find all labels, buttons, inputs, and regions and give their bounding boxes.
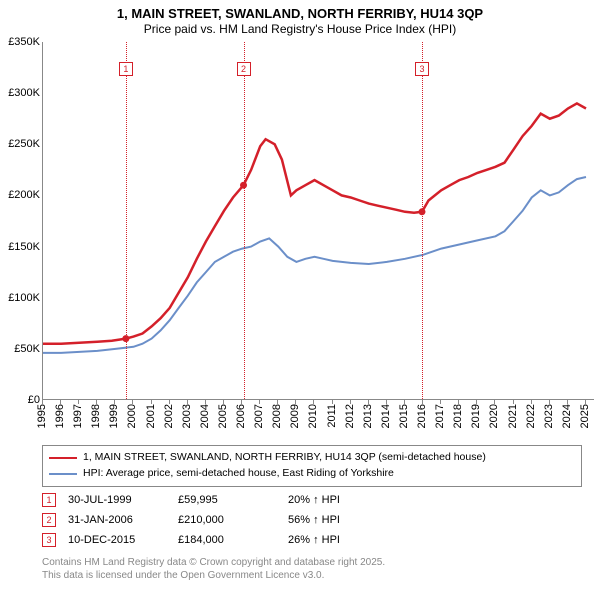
legend-row: HPI: Average price, semi-detached house,…: [49, 466, 575, 482]
transaction-vline: [126, 42, 127, 399]
transaction-vline: [422, 42, 423, 399]
x-tick-label: 2002: [163, 404, 175, 428]
transaction-marker: 1: [119, 62, 133, 76]
x-tick-label: 2012: [344, 404, 356, 428]
transaction-row: 3 10-DEC-2015£184,00026% ↑ HPI: [42, 530, 340, 550]
legend: 1, MAIN STREET, SWANLAND, NORTH FERRIBY,…: [42, 445, 582, 487]
x-tick-label: 2008: [271, 404, 283, 428]
x-tick-label: 2006: [235, 404, 247, 428]
x-tick-label: 1996: [54, 404, 66, 428]
y-tick-label: £350K: [8, 36, 40, 48]
transaction-price: £210,000: [178, 514, 288, 526]
x-tick-label: 2013: [362, 404, 374, 428]
y-tick-label: £300K: [8, 87, 40, 99]
x-tick-label: 2021: [507, 404, 519, 428]
chart-title: 1, MAIN STREET, SWANLAND, NORTH FERRIBY,…: [0, 6, 600, 21]
x-tick-label: 2015: [398, 404, 410, 428]
transaction-row-marker: 1: [42, 493, 56, 507]
x-tick-label: 2009: [289, 404, 301, 428]
transaction-date: 30-JUL-1999: [68, 494, 178, 506]
transaction-marker: 3: [415, 62, 429, 76]
x-tick-label: 2019: [470, 404, 482, 428]
y-tick-label: £200K: [8, 189, 40, 201]
x-tick-label: 2001: [145, 404, 157, 428]
transaction-date: 31-JAN-2006: [68, 514, 178, 526]
x-tick-label: 2003: [181, 404, 193, 428]
x-tick-label: 2005: [217, 404, 229, 428]
transaction-row-marker: 3: [42, 533, 56, 547]
transaction-row-marker: 2: [42, 513, 56, 527]
transactions-table: 1 30-JUL-1999£59,99520% ↑ HPI 2 31-JAN-2006…: [42, 490, 340, 550]
chart-titles: 1, MAIN STREET, SWANLAND, NORTH FERRIBY,…: [0, 0, 600, 36]
x-tick-label: 2018: [452, 404, 464, 428]
footer-line1: Contains HM Land Registry data © Crown c…: [42, 556, 385, 569]
legend-swatch: [49, 473, 77, 475]
transaction-price: £59,995: [178, 494, 288, 506]
transaction-vline: [244, 42, 245, 399]
x-tick-label: 2017: [434, 404, 446, 428]
x-tick-label: 2007: [253, 404, 265, 428]
transaction-price: £184,000: [178, 534, 288, 546]
transaction-hpi: 26% ↑ HPI: [288, 534, 340, 546]
x-tick-label: 1995: [36, 404, 48, 428]
x-tick-label: 1999: [108, 404, 120, 428]
series-hpi: [43, 177, 586, 353]
chart-container: { "title": "1, MAIN STREET, SWANLAND, NO…: [0, 0, 600, 590]
legend-swatch: [49, 457, 77, 459]
x-tick-label: 2020: [488, 404, 500, 428]
x-tick-label: 2023: [543, 404, 555, 428]
transaction-hpi: 56% ↑ HPI: [288, 514, 340, 526]
y-tick-label: £250K: [8, 138, 40, 150]
x-tick-label: 2010: [307, 404, 319, 428]
footer-line2: This data is licensed under the Open Gov…: [42, 569, 385, 582]
plot-area: 1 2 3: [42, 42, 594, 400]
y-tick-label: £50K: [14, 343, 40, 355]
transaction-row: 1 30-JUL-1999£59,99520% ↑ HPI: [42, 490, 340, 510]
x-tick-label: 2011: [326, 404, 338, 428]
x-tick-label: 1997: [72, 404, 84, 428]
transaction-hpi: 20% ↑ HPI: [288, 494, 340, 506]
transaction-date: 10-DEC-2015: [68, 534, 178, 546]
x-tick-label: 2024: [561, 404, 573, 428]
x-tick-label: 2016: [416, 404, 428, 428]
x-tick-label: 2022: [525, 404, 537, 428]
y-tick-label: £100K: [8, 292, 40, 304]
x-tick-label: 2014: [380, 404, 392, 428]
x-tick-label: 2025: [579, 404, 591, 428]
legend-row: 1, MAIN STREET, SWANLAND, NORTH FERRIBY,…: [49, 450, 575, 466]
legend-label: 1, MAIN STREET, SWANLAND, NORTH FERRIBY,…: [83, 450, 486, 466]
transaction-marker: 2: [237, 62, 251, 76]
x-tick-label: 2000: [126, 404, 138, 428]
x-tick-label: 1998: [90, 404, 102, 428]
x-tick-label: 2004: [199, 404, 211, 428]
series-property-price: [43, 103, 586, 343]
footer-attribution: Contains HM Land Registry data © Crown c…: [42, 556, 385, 582]
legend-label: HPI: Average price, semi-detached house,…: [83, 466, 394, 482]
transaction-row: 2 31-JAN-2006£210,00056% ↑ HPI: [42, 510, 340, 530]
chart-subtitle: Price paid vs. HM Land Registry's House …: [0, 22, 600, 36]
y-tick-label: £150K: [8, 241, 40, 253]
